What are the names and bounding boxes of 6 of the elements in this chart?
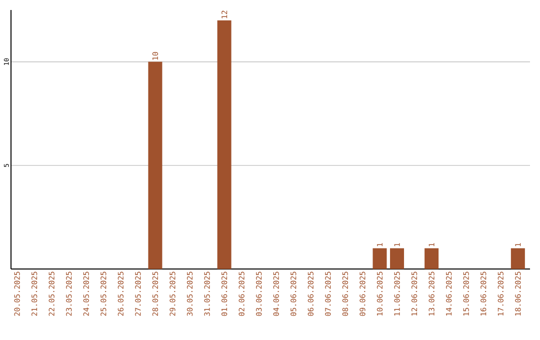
bar	[217, 20, 232, 269]
bar	[390, 248, 404, 269]
bar	[148, 62, 162, 269]
bar	[372, 248, 387, 269]
bar	[510, 248, 525, 269]
bar	[424, 248, 439, 269]
